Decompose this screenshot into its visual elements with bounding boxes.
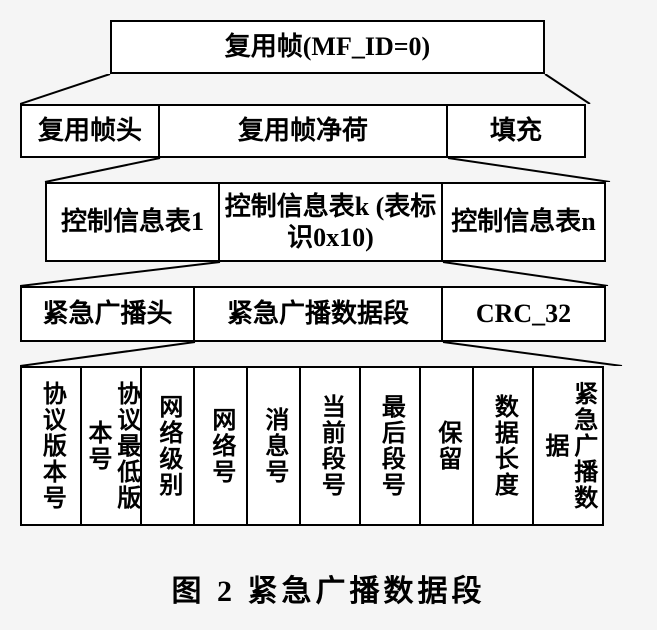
label: 控制信息表1 — [61, 206, 204, 237]
box-eb-data: 紧急广播数据 — [532, 366, 604, 526]
label: 协议版本号 — [37, 381, 66, 511]
box-ctrl-table-1: 控制信息表1 — [45, 182, 220, 262]
box-current-segment: 当前段号 — [299, 366, 361, 526]
label: 填充 — [490, 115, 542, 146]
row-5: 协议版本号 协议最低版本号 网络级别 网络号 消息号 当前段号 最后段号 保留 … — [20, 366, 637, 526]
label: 网络号 — [206, 407, 235, 485]
row-4: 紧急广播头 紧急广播数据段 CRC_32 — [20, 286, 637, 342]
box-frame-header: 复用帧头 — [20, 104, 160, 158]
gap-1-2 — [20, 74, 637, 104]
box-ctrl-table-n: 控制信息表n — [441, 182, 606, 262]
frame-structure-diagram: 复用帧(MF_ID=0) 复用帧头 复用帧净荷 填充 控制信息表1 — [20, 20, 637, 610]
box-data-length: 数据长度 — [472, 366, 534, 526]
box-eb-header: 紧急广播头 — [20, 286, 195, 342]
label: 保留 — [432, 420, 461, 472]
label: 控制信息表k (表标识0x10) — [224, 191, 437, 253]
row-1: 复用帧(MF_ID=0) — [110, 20, 637, 74]
box-protocol-min-version: 协议最低版本号 — [80, 366, 142, 526]
label: 协议最低版本号 — [82, 374, 140, 518]
label: 网络级别 — [153, 394, 182, 498]
label: 紧急广播数据 — [539, 374, 597, 518]
label: 紧急广播数据段 — [227, 298, 409, 329]
box-ctrl-table-k: 控制信息表k (表标识0x10) — [218, 182, 443, 262]
box-eb-data-segment: 紧急广播数据段 — [193, 286, 443, 342]
box-padding: 填充 — [446, 104, 586, 158]
gap-3-4 — [20, 262, 637, 286]
box-multiplex-frame: 复用帧(MF_ID=0) — [110, 20, 545, 74]
label: 最后段号 — [376, 394, 405, 498]
label: 数据长度 — [489, 394, 518, 498]
label: 紧急广播头 — [42, 298, 172, 329]
gap-2-3 — [20, 158, 637, 182]
label: 复用帧头 — [38, 115, 142, 146]
box-network-id: 网络号 — [193, 366, 248, 526]
box-message-id: 消息号 — [246, 366, 301, 526]
box-crc32: CRC_32 — [441, 286, 606, 342]
label: 当前段号 — [316, 394, 345, 498]
box-last-segment: 最后段号 — [359, 366, 421, 526]
figure-caption: 图 2 紧急广播数据段 — [20, 566, 637, 610]
box-reserved: 保留 — [419, 366, 474, 526]
row-3: 控制信息表1 控制信息表k (表标识0x10) 控制信息表n — [45, 182, 637, 262]
box-network-level: 网络级别 — [140, 366, 195, 526]
label: CRC_32 — [476, 298, 571, 329]
label: 复用帧净荷 — [238, 115, 368, 146]
label: 复用帧(MF_ID=0) — [225, 31, 430, 62]
gap-4-5 — [20, 342, 637, 366]
label: 控制信息表n — [451, 206, 595, 237]
row-2: 复用帧头 复用帧净荷 填充 — [20, 104, 637, 158]
box-protocol-version: 协议版本号 — [20, 366, 82, 526]
label: 消息号 — [259, 407, 288, 485]
box-frame-payload: 复用帧净荷 — [158, 104, 448, 158]
